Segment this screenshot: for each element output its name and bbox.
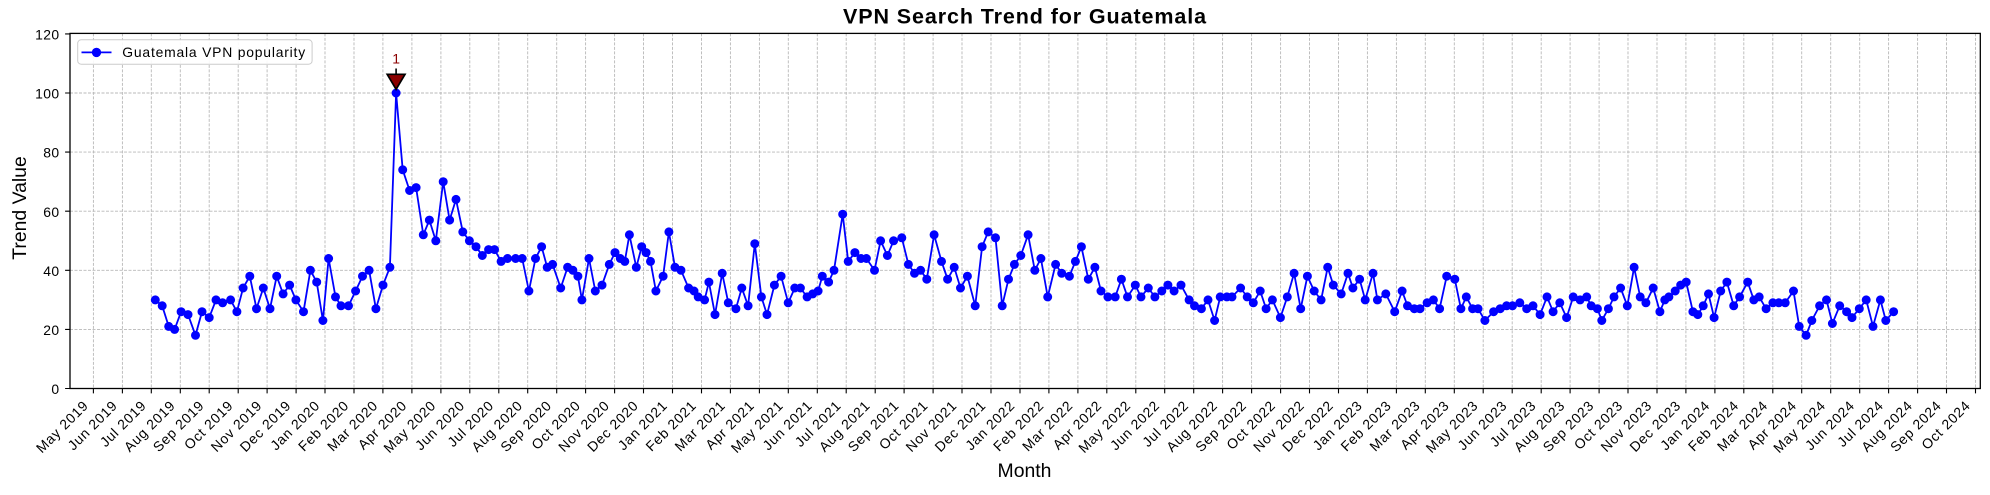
svg-text:120: 120 <box>35 27 59 43</box>
svg-text:60: 60 <box>43 204 59 220</box>
svg-text:100: 100 <box>35 86 59 102</box>
svg-text:1: 1 <box>392 50 400 66</box>
svg-text:Guatemala VPN popularity: Guatemala VPN popularity <box>122 44 306 60</box>
svg-text:Trend Value: Trend Value <box>9 156 31 259</box>
svg-text:VPN Search Trend for Guatemala: VPN Search Trend for Guatemala <box>843 5 1207 29</box>
svg-text:20: 20 <box>43 322 59 338</box>
svg-text:Month: Month <box>998 460 1052 482</box>
svg-text:0: 0 <box>51 381 59 397</box>
svg-text:40: 40 <box>43 263 59 279</box>
svg-text:80: 80 <box>43 145 59 161</box>
